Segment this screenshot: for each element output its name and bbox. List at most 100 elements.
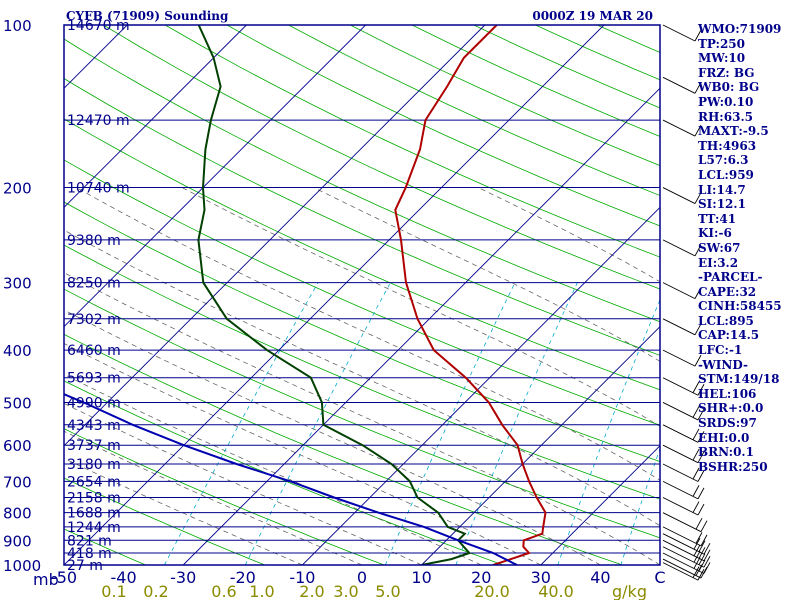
- index-item: -PARCEL-: [698, 270, 782, 285]
- index-item: HEL:106: [698, 387, 782, 402]
- height-label: 5693 m: [67, 371, 121, 387]
- index-item: STM:149/18: [698, 372, 782, 387]
- wind-barb-flag: [693, 502, 699, 513]
- wind-barb-flag: [698, 488, 704, 499]
- temperature-tick-label: 40: [590, 568, 610, 587]
- mixing-ratio-line: [558, 283, 668, 565]
- wind-barb-staff: [663, 25, 695, 41]
- height-label: 8250 m: [67, 276, 121, 292]
- height-label: 14670 m: [67, 18, 130, 34]
- mixing-ratio-tick-label: 5.0: [375, 582, 400, 600]
- isotherm: [183, 25, 723, 565]
- mixing-ratio-tick-label: 0.1: [101, 582, 126, 600]
- index-item: LFC:-1: [698, 343, 782, 358]
- wind-barb-staff: [663, 540, 704, 561]
- wind-barb: [663, 283, 701, 299]
- height-label: 9380 m: [67, 233, 121, 249]
- index-item: SRDS:97: [698, 416, 782, 431]
- wind-barb-staff: [663, 319, 695, 335]
- mixing-ratio-tick-label: 0.2: [143, 582, 168, 600]
- index-item: SHR+:0.0: [698, 401, 782, 416]
- mixing-ratio-line: [164, 283, 318, 565]
- wind-barb-flag: [699, 541, 705, 552]
- pressure-label: 100: [3, 17, 32, 35]
- wind-barb-staff: [663, 513, 701, 532]
- index-item: BRN:0.1: [698, 445, 782, 460]
- isobar-lines: [64, 25, 660, 565]
- index-item: TP:250: [698, 37, 782, 52]
- index-item: L57:6.3: [698, 153, 782, 168]
- pressure-label: 400: [3, 342, 32, 360]
- index-item: FRZ: BG: [698, 66, 782, 81]
- height-label: 2654 m: [67, 474, 121, 490]
- pressure-label: 500: [3, 394, 32, 412]
- wind-barb-staff: [663, 402, 698, 420]
- pressure-label: 600: [3, 437, 32, 455]
- mixing-ratio-tick-label: 0.6: [211, 582, 236, 600]
- height-label: 4990 m: [67, 395, 121, 411]
- isotherm: [779, 25, 800, 565]
- index-item: TH:4963: [698, 139, 782, 154]
- pressure-label: 200: [3, 180, 32, 198]
- index-item: WMO:71909: [698, 22, 782, 37]
- index-item: -WIND-: [698, 358, 782, 373]
- wind-barb-staff: [663, 350, 695, 366]
- mixing-ratio-line: [245, 283, 390, 565]
- temperature-tick-label: C: [654, 568, 665, 587]
- height-label: 3180 m: [67, 457, 121, 473]
- index-item: EHI:0.0: [698, 431, 782, 446]
- index-item: MAXT:-9.5: [698, 124, 782, 139]
- wind-barb-flag: [701, 521, 707, 532]
- mixing-ratio-line: [785, 283, 800, 565]
- wind-barb: [663, 513, 707, 532]
- height-label: 7302 m: [67, 312, 121, 328]
- height-label: 12470 m: [67, 113, 130, 129]
- index-item: LCL:959: [698, 168, 782, 183]
- wind-barb: [663, 77, 701, 93]
- mixing-ratio-tick-label: 1.0: [249, 582, 274, 600]
- wind-barb-staff: [663, 464, 698, 482]
- wind-barb-staff: [663, 498, 698, 516]
- index-item: TT:41: [698, 212, 782, 227]
- height-label: 2158 m: [67, 491, 121, 507]
- index-item: CAP:14.5: [698, 328, 782, 343]
- moist-adiabat: [0, 188, 302, 565]
- wind-barb-staff: [663, 188, 695, 204]
- plot-frame: [64, 25, 660, 565]
- wind-barb-flag: [693, 485, 699, 496]
- index-item: EI:3.2: [698, 256, 782, 271]
- dry-adiabat: [0, 25, 384, 565]
- wind-barb: [663, 188, 701, 204]
- pressure-unit-label: mb: [33, 570, 59, 589]
- wind-barb-flag: [704, 562, 710, 573]
- mixing-ratio-tick-label: 3.0: [333, 582, 358, 600]
- wind-barb-staff: [663, 563, 698, 581]
- sounding-indices: WMO:71909TP:250MW:10FRZ: BGWB0: BGPW:0.1…: [698, 22, 782, 474]
- wind-barb-staff: [663, 481, 698, 499]
- wind-barb-staff: [663, 559, 701, 578]
- index-item: CINH:58455: [698, 299, 782, 314]
- index-item: CAPE:32: [698, 285, 782, 300]
- moist-adiabat: [76, 188, 779, 565]
- pressure-label: 900: [3, 532, 32, 550]
- dry-adiabat: [782, 25, 800, 565]
- isotherm: [64, 25, 604, 565]
- mixing-ratio-tick-label: 20.0: [474, 582, 510, 600]
- pressure-label: 800: [3, 505, 32, 523]
- pressure-label: 300: [3, 275, 32, 293]
- index-item: LCL:895: [698, 314, 782, 329]
- wind-barb-staff: [663, 445, 698, 463]
- wind-barb: [663, 25, 701, 41]
- index-item: WB0: BG: [698, 80, 782, 95]
- index-item: SW:67: [698, 241, 782, 256]
- wind-barb: [663, 498, 704, 516]
- pressure-label: 700: [3, 473, 32, 491]
- wind-barb-staff: [663, 77, 695, 93]
- height-label: 4343 m: [67, 418, 121, 434]
- wind-barb-flag: [704, 543, 710, 554]
- valid-time: 0000Z 19 MAR 20: [532, 9, 653, 23]
- wind-barb-flag: [696, 532, 702, 543]
- wind-barb-staff: [663, 120, 695, 136]
- wind-barb: [663, 350, 701, 366]
- mixing-ratio-tick-label: 40.0: [538, 582, 574, 600]
